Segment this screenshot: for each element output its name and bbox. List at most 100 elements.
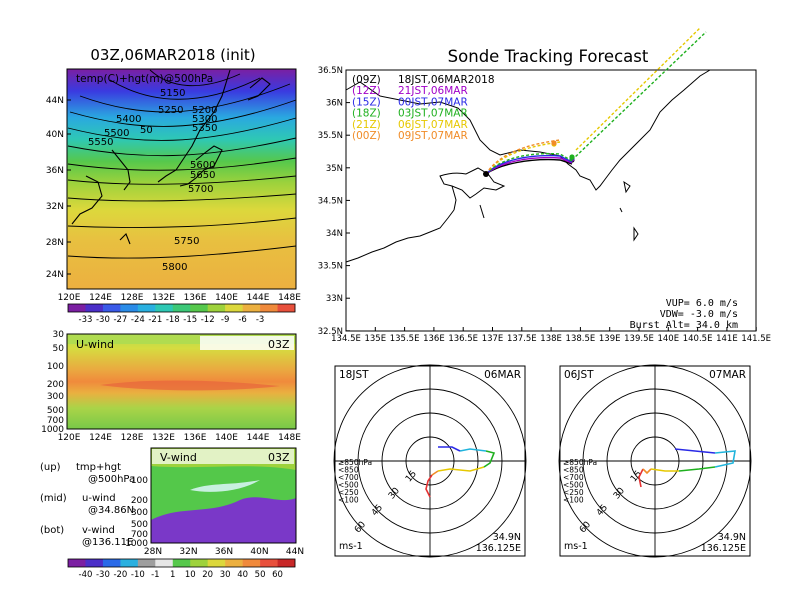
hodograph-trace	[674, 448, 716, 454]
legend-time: 06JST,07MAR	[398, 119, 468, 131]
contour-label: 50	[140, 125, 153, 136]
v-wind-negative	[151, 497, 296, 543]
contour-label: 5750	[174, 236, 199, 247]
level-legend: <850	[338, 466, 359, 475]
hodograph-trace	[714, 450, 736, 468]
v-wind-colorbar: -40 -30 -20 -10 -1 1 10 20 30 40 50 60	[67, 558, 296, 580]
contour-label: 5200	[192, 105, 217, 116]
x-tick-label: 136E	[423, 334, 445, 344]
x-tick-label: 136E	[184, 293, 207, 303]
y-tick-label: 32N	[46, 202, 64, 212]
u-wind-label-box	[200, 336, 294, 350]
x-tick-label: 136E	[184, 433, 207, 443]
contour-label: 5700	[188, 184, 213, 195]
y-tick-label: 300	[131, 508, 148, 518]
x-tick-label: 132E	[152, 293, 175, 303]
coastlines	[71, 69, 271, 245]
colorbar-label: 40	[237, 570, 248, 580]
hodograph-trace	[650, 468, 679, 472]
hodograph-unit: ms-1	[564, 541, 588, 552]
legend-run: (12Z)	[352, 85, 381, 97]
u-wind-x-ticks: 120E 124E 128E 132E 136E 140E 144E 148E	[58, 433, 302, 443]
y-tick-label: 36.5N	[318, 66, 343, 76]
v-wind-weak	[190, 480, 260, 492]
legend-time: 09JST,07MAR	[398, 130, 468, 142]
panel-descriptions: (up) tmp+hgt @500hPa (mid) u-wind @34.86…	[40, 462, 135, 548]
tracking-title: Sonde Tracking Forecast	[448, 47, 649, 66]
hodograph-trace	[438, 446, 461, 452]
hodograph-date: 06MAR	[484, 369, 521, 381]
tracking-y-ticks: 36.5N 36N 35.5N 35N 34.5N 34N 33.5N 33N 32.5N	[318, 66, 350, 337]
hodograph-lat: 34.9N	[493, 532, 521, 543]
colorbar-swatch	[207, 304, 226, 312]
main-map-x-ticks: 120E 124E 128E 132E 136E 140E 144E 148E	[58, 293, 302, 303]
contour-label: 5300	[192, 114, 217, 125]
contour-label: 5550	[88, 137, 113, 148]
x-tick-label: 140E	[215, 293, 238, 303]
tracking-coastlines	[345, 69, 711, 263]
x-tick-label: 40N	[250, 547, 268, 557]
level-legend: ≥850hPa	[563, 458, 597, 467]
colorbar-swatch	[190, 304, 208, 312]
y-tick-label: 30	[53, 330, 65, 340]
contour-label: 5600	[190, 160, 215, 171]
colorbar-swatch	[85, 559, 104, 567]
colorbar-label: 10	[185, 570, 196, 580]
x-tick-label: 141.5E	[741, 334, 771, 344]
x-tick-label: 144E	[247, 293, 270, 303]
y-tick-label: 33N	[326, 294, 343, 304]
x-tick-label: 148E	[278, 293, 301, 303]
colorbar-swatch	[155, 559, 174, 567]
colorbar-swatch	[242, 559, 261, 567]
x-tick-label: 138E	[540, 334, 562, 344]
hodograph-trace	[638, 468, 644, 488]
colorbar-label: 50	[255, 570, 266, 580]
y-tick-label: 1000	[125, 539, 148, 549]
hodograph-lat: 34.9N	[718, 532, 746, 543]
main-map-y-ticks: 44N 40N 36N 32N 28N 24N	[46, 96, 71, 280]
x-tick-label: 138.5E	[566, 334, 596, 344]
sonde-track	[485, 139, 561, 175]
level-legend: ≥850hPa	[338, 458, 372, 467]
y-tick-label: 34N	[326, 229, 343, 239]
sonde-track	[485, 31, 707, 175]
colorbar-swatch	[137, 559, 156, 567]
hodograph-trace	[678, 466, 716, 472]
x-tick-label: 137.5E	[507, 334, 537, 344]
main-map-subtitle: temp(C)+hgt(m)@500hPa	[76, 73, 213, 85]
y-tick-label: 300	[47, 392, 64, 402]
jet-core	[100, 380, 280, 391]
contour-label: 5250	[158, 105, 183, 116]
x-tick-label: 32N	[179, 547, 197, 557]
contour-labels: 5150 5250 5200 5400 5500 50 5350 5300 55…	[88, 88, 217, 273]
temperature-colorbar: -33 -30 -27 -24 -21 -18 -15 -12 -9 -6 -3	[67, 303, 296, 325]
y-tick-label: 36N	[46, 166, 64, 176]
level-legend: <250	[563, 488, 584, 497]
contour-label: 5800	[162, 262, 187, 273]
x-tick-label: 135.5E	[390, 334, 420, 344]
up-label: (up)	[40, 462, 61, 473]
colorbar-swatch	[190, 559, 208, 567]
y-tick-label: 35N	[326, 164, 343, 174]
tracking-map: 36.5N 36N 35.5N 35N 34.5N 34N 33.5N 33N 32.5N 13…	[318, 27, 771, 344]
y-tick-label: 700	[131, 530, 148, 540]
launch-point	[483, 171, 489, 177]
level-legend: <850	[563, 466, 584, 475]
legend-run: (15Z)	[352, 96, 381, 108]
hodograph-unit: ms-1	[339, 541, 363, 552]
colorbar-label: 30	[220, 570, 231, 580]
y-tick-label: 100	[47, 362, 64, 372]
bot-desc: v-wind	[82, 525, 115, 536]
x-tick-label: 132E	[152, 433, 175, 443]
colorbar-swatch	[242, 304, 261, 312]
hodograph-ring	[333, 364, 527, 558]
colorbar-swatch	[85, 304, 104, 312]
hodograph-trace	[642, 468, 652, 475]
hodograph-time: 18JST	[339, 369, 369, 381]
y-tick-label: 28N	[46, 238, 64, 248]
x-tick-label: 140E	[215, 433, 238, 443]
level-legend: <500	[563, 481, 584, 490]
hodograph-ring	[558, 364, 752, 558]
level-legend: <250	[338, 488, 359, 497]
